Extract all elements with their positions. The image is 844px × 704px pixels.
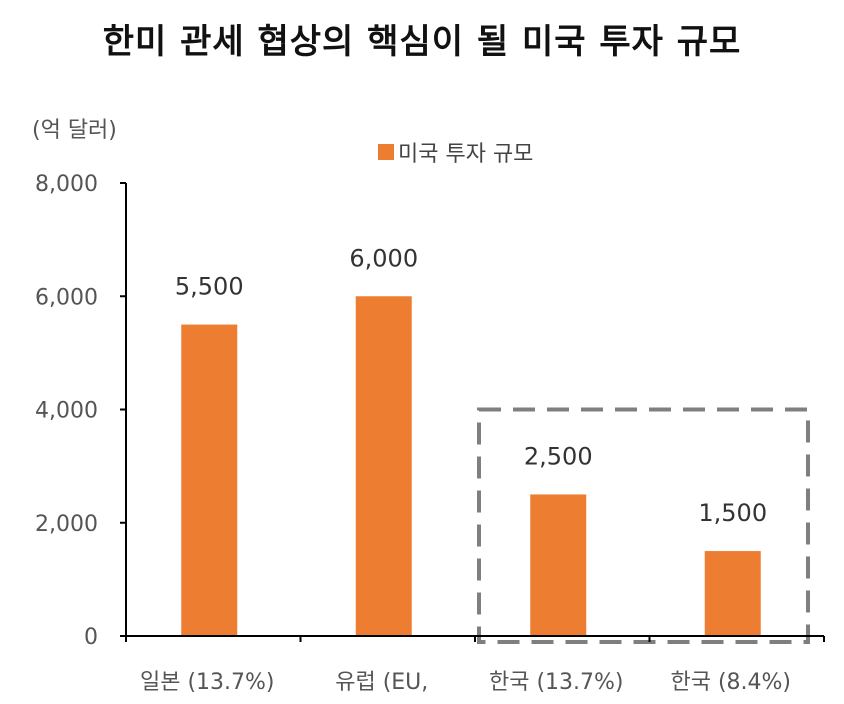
legend: 미국 투자 규모 xyxy=(378,136,533,168)
bar-3 xyxy=(704,551,761,636)
chart-title: 한미 관세 협상의 핵심이 될 미국 투자 규모 xyxy=(102,22,742,62)
bar-2 xyxy=(530,494,587,636)
y-tick-label-1: 2,000 xyxy=(35,512,98,537)
bar-0 xyxy=(181,324,238,636)
data-label-3: 1,500 xyxy=(698,499,767,527)
highlight-box xyxy=(477,407,810,644)
data-label-0: 5,500 xyxy=(175,273,244,301)
y-axis-label: (억 달러) xyxy=(32,118,117,143)
data-label-2: 2,500 xyxy=(524,442,593,470)
data-label-1: 6,000 xyxy=(349,244,418,272)
x-tick-label-1: 유럽 (EU, xyxy=(335,670,428,695)
y-tick-label-3: 6,000 xyxy=(35,285,98,310)
x-tick-label-0: 일본 (13.7%) xyxy=(140,670,275,695)
bar-1 xyxy=(355,296,412,636)
legend-swatch xyxy=(378,144,394,160)
x-tick-label-3: 한국 (8.4%) xyxy=(670,670,791,695)
y-tick-label-2: 4,000 xyxy=(35,399,98,424)
legend-label: 미국 투자 규모 xyxy=(398,142,534,167)
x-tick-label-2: 한국 (13.7%) xyxy=(489,670,624,695)
y-tick-label-4: 8,000 xyxy=(35,172,98,197)
y-tick-label-0: 0 xyxy=(84,625,98,650)
